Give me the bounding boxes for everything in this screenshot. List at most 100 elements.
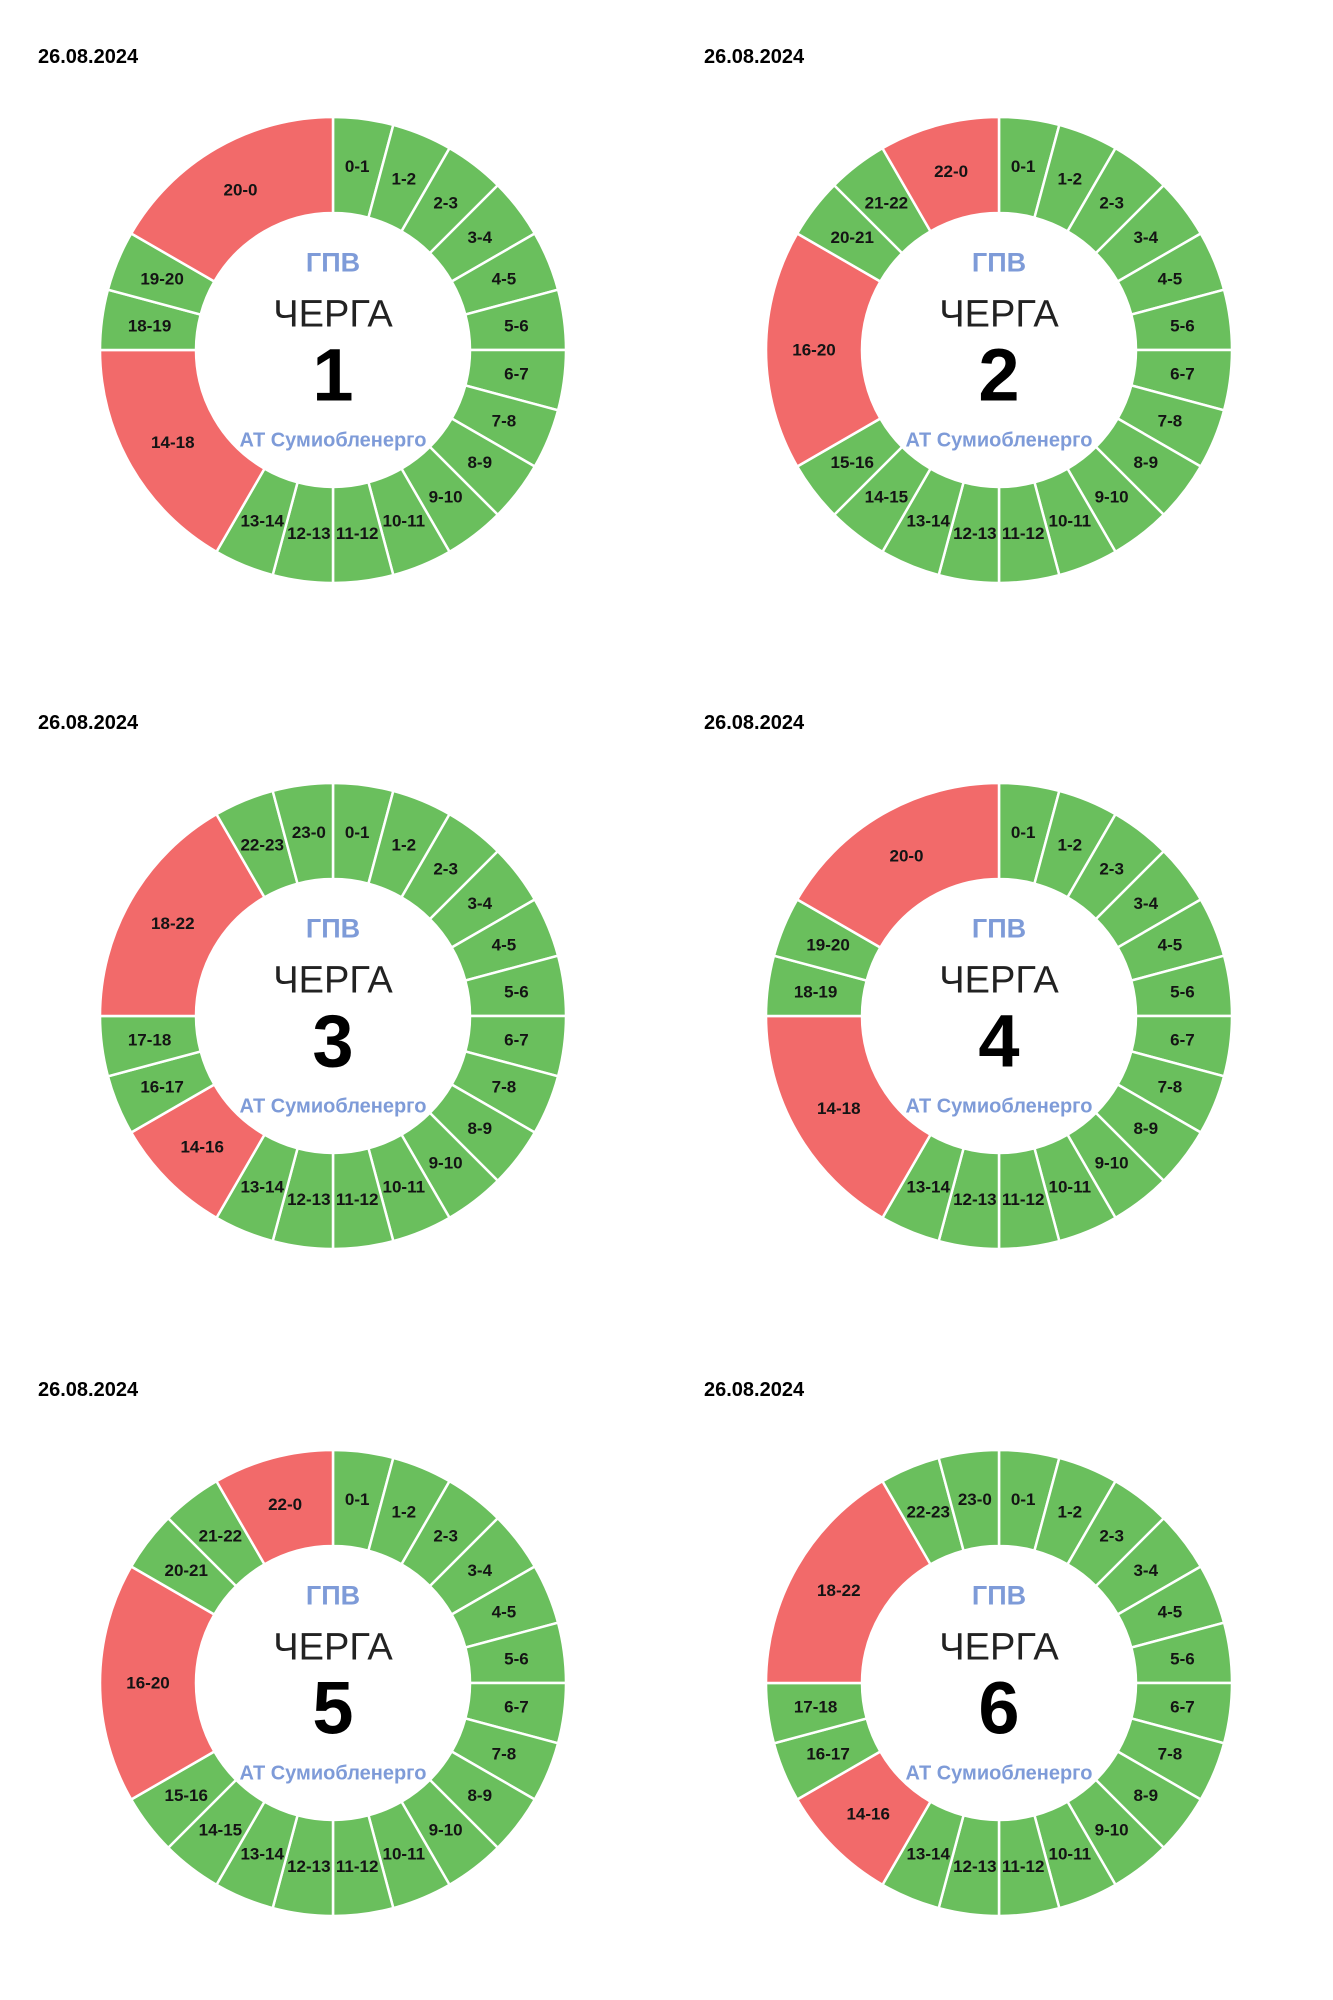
hour-segment-label: 10-11 xyxy=(383,1844,426,1863)
hour-segment-label: 11-12 xyxy=(1002,1857,1045,1876)
hour-segment-label: 20-0 xyxy=(223,180,257,199)
hour-segment-label: 13-14 xyxy=(906,1177,950,1196)
hour-segment-label: 20-21 xyxy=(164,1561,207,1580)
hour-segment-label: 1-2 xyxy=(1058,836,1083,855)
hour-segment-label: 4-5 xyxy=(492,270,517,289)
hour-segment-label: 0-1 xyxy=(1011,823,1036,842)
hour-segment-label: 5-6 xyxy=(1170,982,1195,1001)
hour-segment-label: 1-2 xyxy=(392,170,417,189)
hour-segment-label: 17-18 xyxy=(128,1031,171,1050)
hour-segment-label: 12-13 xyxy=(953,1857,996,1876)
hour-segment-23-0-on xyxy=(271,781,335,886)
chart-date: 26.08.2024 xyxy=(704,712,805,734)
hour-segment-label: 18-19 xyxy=(128,316,171,335)
hour-segment-label: 7-8 xyxy=(1158,1744,1183,1763)
outage-chart-queue-5: 26.08.2024 0-1 1-2 2-3 3-4 4-5 5-6 6-7 7-8 8-9 9-… xyxy=(0,1333,666,2000)
hour-segment-label: 12-13 xyxy=(287,1857,330,1876)
hour-segment-label: 1-2 xyxy=(1058,1503,1083,1522)
hour-segment-label: 8-9 xyxy=(1133,1119,1158,1138)
hour-segment-label: 3-4 xyxy=(467,228,492,247)
hour-segment-label: 2-3 xyxy=(1099,860,1124,879)
hour-segment-label: 3-4 xyxy=(467,894,492,913)
hour-segment-label: 20-0 xyxy=(889,846,923,865)
hour-segment-label: 14-16 xyxy=(846,1804,889,1823)
hour-segment-label: 8-9 xyxy=(467,453,492,472)
hour-segment-label: 14-18 xyxy=(151,433,194,452)
hour-segment-label: 8-9 xyxy=(467,1119,492,1138)
hour-segment-16-20-off xyxy=(764,231,883,469)
hour-segment-label: 19-20 xyxy=(806,936,849,955)
hour-segment-label: 9-10 xyxy=(429,487,463,506)
hour-segment-22-0-off xyxy=(880,115,1001,234)
hour-segment-label: 9-10 xyxy=(1095,487,1129,506)
hour-segment-label: 22-0 xyxy=(268,1495,302,1514)
hour-segment-label: 22-23 xyxy=(906,1503,949,1522)
hour-segment-label: 7-8 xyxy=(492,1077,517,1096)
outage-chart-queue-4: 26.08.2024 0-1 1-2 2-3 3-4 4-5 5-6 6-7 7-8 8-9 9-… xyxy=(666,666,1333,1333)
hour-segment-label: 4-5 xyxy=(492,936,517,955)
donut-chart-queue-3: 0-1 1-2 2-3 3-4 4-5 5-6 6-7 7-8 8-99-1010-1111-1… xyxy=(98,781,568,1251)
hour-segment-label: 20-21 xyxy=(830,228,873,247)
hour-segment-label: 10-11 xyxy=(1049,1844,1092,1863)
hour-segment-label: 21-22 xyxy=(865,194,908,213)
donut-chart-queue-5: 0-1 1-2 2-3 3-4 4-5 5-6 6-7 7-8 8-99-1010-1111-1… xyxy=(98,1448,568,1918)
hour-segment-label: 9-10 xyxy=(429,1153,463,1172)
hour-segment-label: 9-10 xyxy=(429,1820,463,1839)
hour-segment-label: 12-13 xyxy=(953,1190,996,1209)
hour-segment-label: 3-4 xyxy=(467,1561,492,1580)
hour-segment-label: 1-2 xyxy=(1058,170,1083,189)
hour-segment-label: 10-11 xyxy=(383,1177,426,1196)
hour-segment-label: 22-0 xyxy=(934,162,968,181)
hour-segment-label: 12-13 xyxy=(287,524,330,543)
hour-segment-label: 2-3 xyxy=(433,860,458,879)
hour-segment-23-0-on xyxy=(937,1448,1001,1553)
hour-segment-label: 11-12 xyxy=(1002,524,1045,543)
hour-segment-16-20-off xyxy=(98,1564,217,1802)
hour-segment-label: 3-4 xyxy=(1133,1561,1158,1580)
hour-segment-label: 10-11 xyxy=(383,511,426,530)
hour-segment-label: 14-18 xyxy=(817,1099,860,1118)
chart-date: 26.08.2024 xyxy=(704,46,805,68)
donut-chart-queue-4: 0-1 1-2 2-3 3-4 4-5 5-6 6-7 7-8 8-99-1010-1111-1… xyxy=(764,781,1234,1251)
hour-segment-label: 2-3 xyxy=(433,1527,458,1546)
hour-segment-label: 8-9 xyxy=(1133,1786,1158,1805)
hour-segment-label: 14-15 xyxy=(199,1820,242,1839)
hour-segment-label: 15-16 xyxy=(830,453,873,472)
hour-segment-label: 12-13 xyxy=(287,1190,330,1209)
hour-segment-label: 6-7 xyxy=(504,1698,529,1717)
hour-segment-label: 19-20 xyxy=(140,270,183,289)
hour-segment-label: 4-5 xyxy=(1158,1603,1183,1622)
hour-segment-label: 5-6 xyxy=(504,982,529,1001)
outage-chart-queue-3: 26.08.2024 0-1 1-2 2-3 3-4 4-5 5-6 6-7 7-8 8-9 9-… xyxy=(0,666,666,1333)
hour-segment-label: 5-6 xyxy=(1170,316,1195,335)
hour-segment-label: 7-8 xyxy=(492,1744,517,1763)
hour-segment-label: 2-3 xyxy=(1099,1527,1124,1546)
hour-segment-label: 22-23 xyxy=(240,836,283,855)
hour-segment-label: 8-9 xyxy=(467,1786,492,1805)
hour-segment-label: 17-18 xyxy=(794,1698,837,1717)
hour-segment-label: 11-12 xyxy=(336,524,379,543)
donut-chart-queue-1: 0-1 1-2 2-3 3-4 4-5 5-6 6-7 7-8 8-99-1010-1111-1… xyxy=(98,115,568,585)
hour-segment-label: 4-5 xyxy=(1158,270,1183,289)
hour-segment-label: 10-11 xyxy=(1049,511,1092,530)
chart-date: 26.08.2024 xyxy=(38,1379,139,1401)
hour-segment-label: 18-19 xyxy=(794,982,837,1001)
hour-segment-label: 9-10 xyxy=(1095,1153,1129,1172)
hour-segment-label: 6-7 xyxy=(1170,1031,1195,1050)
hour-segment-label: 11-12 xyxy=(336,1190,379,1209)
hour-segment-label: 13-14 xyxy=(906,511,950,530)
hour-segment-label: 0-1 xyxy=(345,823,370,842)
hour-segment-20-0-off xyxy=(795,781,1001,950)
hour-segment-14-18-off xyxy=(98,348,267,554)
hour-segment-label: 6-7 xyxy=(1170,1698,1195,1717)
hour-segment-label: 3-4 xyxy=(1133,894,1158,913)
hour-segment-label: 8-9 xyxy=(1133,453,1158,472)
hour-segment-20-0-off xyxy=(129,115,335,284)
hour-segment-label: 14-15 xyxy=(865,487,908,506)
hour-segment-label: 16-17 xyxy=(140,1077,183,1096)
hour-segment-label: 16-20 xyxy=(126,1674,169,1693)
hour-segment-label: 0-1 xyxy=(345,157,370,176)
hour-segment-label: 7-8 xyxy=(1158,411,1183,430)
hour-segment-18-22-off xyxy=(98,812,267,1018)
